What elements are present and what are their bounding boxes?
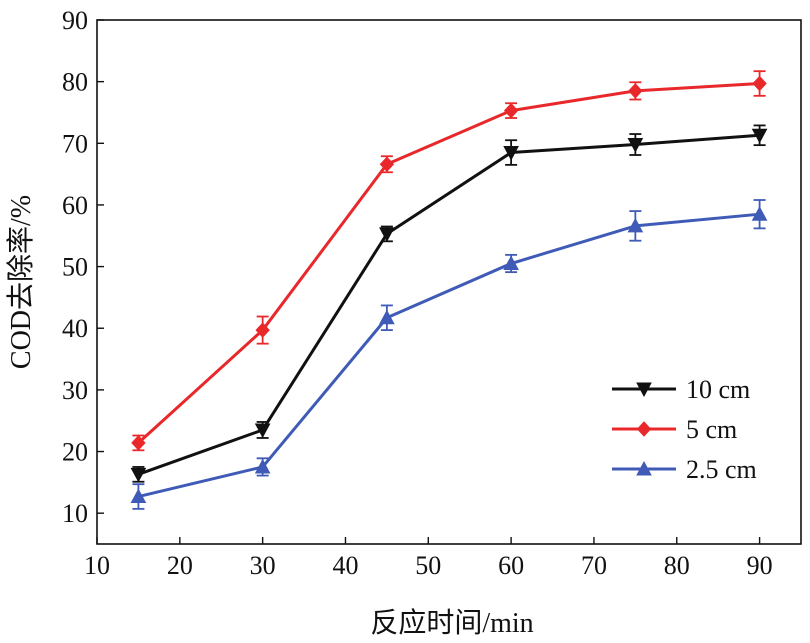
y-tick-label: 90	[62, 6, 88, 35]
y-tick-label: 50	[62, 253, 88, 282]
legend-item: 10 cm	[612, 375, 750, 404]
data-point	[628, 83, 643, 99]
data-point	[627, 217, 644, 233]
legend-item: 2.5 cm	[612, 455, 757, 484]
legend-item: 5 cm	[612, 415, 737, 444]
data-point	[254, 458, 271, 474]
legend-marker	[636, 382, 652, 398]
legend: 10 cm 5 cm 2.5 cm	[612, 375, 757, 484]
legend-marker	[636, 421, 652, 437]
data-point	[627, 138, 644, 153]
legend-marker	[636, 460, 652, 476]
x-tick-label: 20	[167, 551, 193, 580]
data-point	[130, 488, 147, 504]
plot-frame	[96, 19, 802, 545]
data-point	[503, 102, 519, 119]
data-point	[751, 128, 768, 144]
legend-label: 2.5 cm	[686, 455, 757, 484]
y-tick-label: 30	[62, 376, 88, 405]
data-point	[130, 467, 147, 483]
x-tick-label: 70	[581, 551, 607, 580]
data-point	[503, 146, 519, 161]
series-line	[138, 212, 760, 498]
x-tick-label: 80	[664, 551, 690, 580]
data-point	[379, 227, 395, 242]
data-point	[131, 435, 146, 451]
x-tick-label: 30	[250, 551, 276, 580]
y-tick-label: 10	[62, 499, 88, 528]
y-axis: 10 20 30 40 50 60 70 80 90	[62, 6, 104, 528]
x-tick-label: 10	[84, 551, 110, 580]
x-tick-label: 90	[747, 551, 773, 580]
series-2	[130, 199, 768, 510]
y-tick-label: 40	[62, 314, 88, 343]
x-tick-label: 50	[415, 551, 441, 580]
data-point	[255, 322, 270, 338]
data-point	[751, 206, 768, 221]
x-axis: 10 20 30 40 50 60 70 80 90	[84, 537, 773, 580]
y-tick-label: 60	[62, 191, 88, 220]
y-tick-label: 70	[62, 129, 88, 158]
x-axis-label: 反应时间/min	[370, 607, 533, 639]
series-0	[130, 124, 768, 483]
data-point	[752, 75, 767, 92]
series-1	[131, 70, 767, 452]
series-line	[137, 81, 760, 445]
series-layer	[130, 70, 768, 510]
series-line	[137, 133, 760, 476]
x-tick-label: 60	[498, 551, 524, 580]
data-point	[254, 423, 271, 439]
legend-label: 10 cm	[686, 375, 750, 404]
y-tick-label: 20	[62, 438, 88, 467]
data-point	[379, 156, 395, 172]
x-tick-label: 40	[332, 551, 358, 580]
y-axis-label: COD去除率/%	[5, 195, 37, 369]
legend-label: 5 cm	[686, 415, 737, 444]
data-point	[379, 309, 395, 325]
data-point	[503, 255, 519, 271]
y-tick-label: 80	[62, 68, 88, 97]
